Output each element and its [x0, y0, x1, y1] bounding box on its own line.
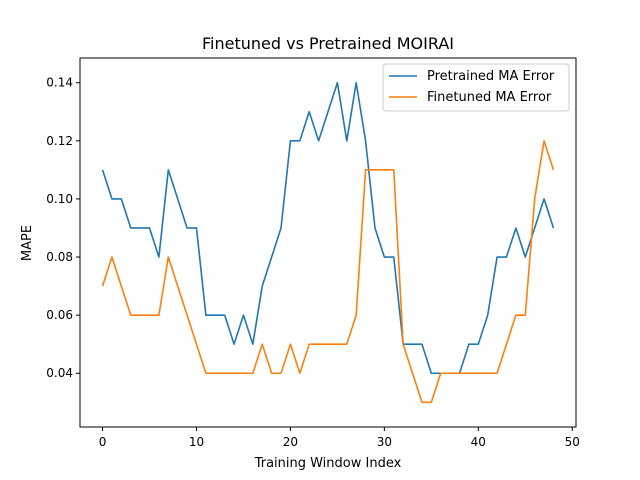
legend-label-pretrained: Pretrained MA Error [427, 69, 555, 84]
series-line-finetuned [101, 140, 555, 404]
legend-label-finetuned: Finetuned MA Error [427, 90, 552, 105]
x-axis-ticks: 0 10 20 30 40 50 [99, 427, 580, 449]
x-tick-label: 40 [471, 435, 486, 449]
plot-area-frame [79, 57, 577, 428]
legend-box [382, 63, 570, 112]
x-axis-label: Training Window Index [254, 456, 402, 471]
x-tick-label: 20 [283, 435, 298, 449]
y-tick-label: 0.08 [46, 250, 73, 264]
series-line-pretrained [101, 81, 555, 375]
x-tick-label: 50 [565, 435, 580, 449]
legend: Pretrained MA Error Finetuned MA Error [382, 63, 570, 112]
x-tick-label: 30 [377, 435, 392, 449]
series-layer [101, 81, 555, 404]
y-axis-ticks: 0.04 0.06 0.08 0.10 0.12 0.14 [46, 76, 80, 380]
y-axis-label: MAPE [20, 225, 35, 261]
chart-title: Finetuned vs Pretrained MOIRAI [202, 34, 454, 53]
y-tick-label: 0.12 [46, 134, 73, 148]
x-tick-label: 0 [99, 435, 107, 449]
y-tick-label: 0.14 [46, 76, 73, 90]
y-tick-label: 0.04 [46, 366, 73, 380]
x-tick-label: 10 [189, 435, 204, 449]
y-tick-label: 0.10 [46, 192, 73, 206]
y-tick-label: 0.06 [46, 308, 73, 322]
